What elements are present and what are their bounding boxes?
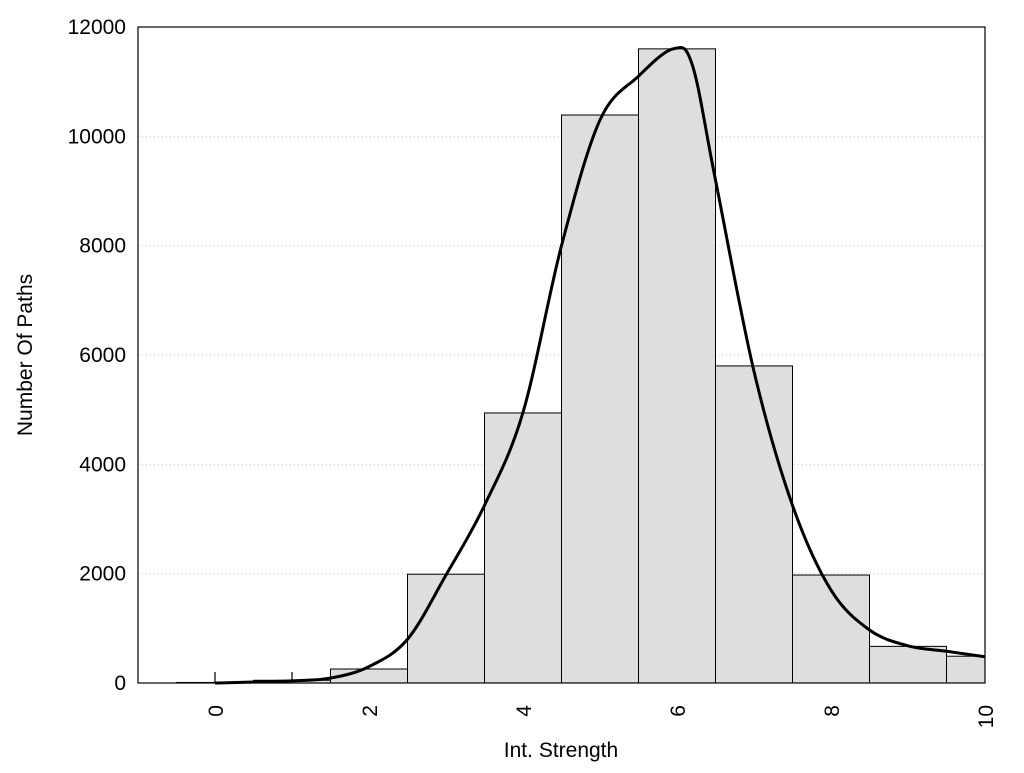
x-tick-label: 6 bbox=[667, 705, 690, 717]
y-axis-label: Number Of Paths bbox=[14, 274, 37, 436]
y-axis-ticks: 0 2000 4000 6000 8000 10000 12000 bbox=[68, 16, 126, 695]
y-tick-label: 6000 bbox=[79, 344, 126, 367]
bars bbox=[176, 48, 986, 684]
y-tick-label: 4000 bbox=[79, 453, 126, 476]
bar bbox=[715, 365, 793, 684]
y-tick-label: 10000 bbox=[68, 125, 126, 148]
y-tick-label: 0 bbox=[114, 672, 126, 695]
bar bbox=[407, 573, 485, 684]
x-axis-label: Int. Strength bbox=[504, 739, 618, 762]
x-tick-label: 8 bbox=[821, 705, 844, 717]
y-tick-label: 2000 bbox=[79, 563, 126, 586]
x-axis-ticks: 0 2 4 6 8 10 bbox=[205, 672, 998, 728]
y-tick-label: 12000 bbox=[68, 16, 126, 39]
x-tick-label: 2 bbox=[359, 705, 382, 717]
bar bbox=[638, 48, 716, 684]
x-tick-label: 10 bbox=[975, 705, 998, 728]
bar bbox=[561, 114, 639, 684]
density-curve bbox=[214, 45, 986, 685]
plot-frame bbox=[137, 26, 986, 684]
bar bbox=[869, 645, 947, 684]
x-tick-label: 4 bbox=[513, 705, 536, 717]
bar bbox=[484, 412, 562, 684]
x-tick-label: 0 bbox=[205, 705, 228, 717]
bar bbox=[946, 655, 986, 684]
y-tick-label: 8000 bbox=[79, 235, 126, 258]
bar bbox=[792, 574, 870, 684]
